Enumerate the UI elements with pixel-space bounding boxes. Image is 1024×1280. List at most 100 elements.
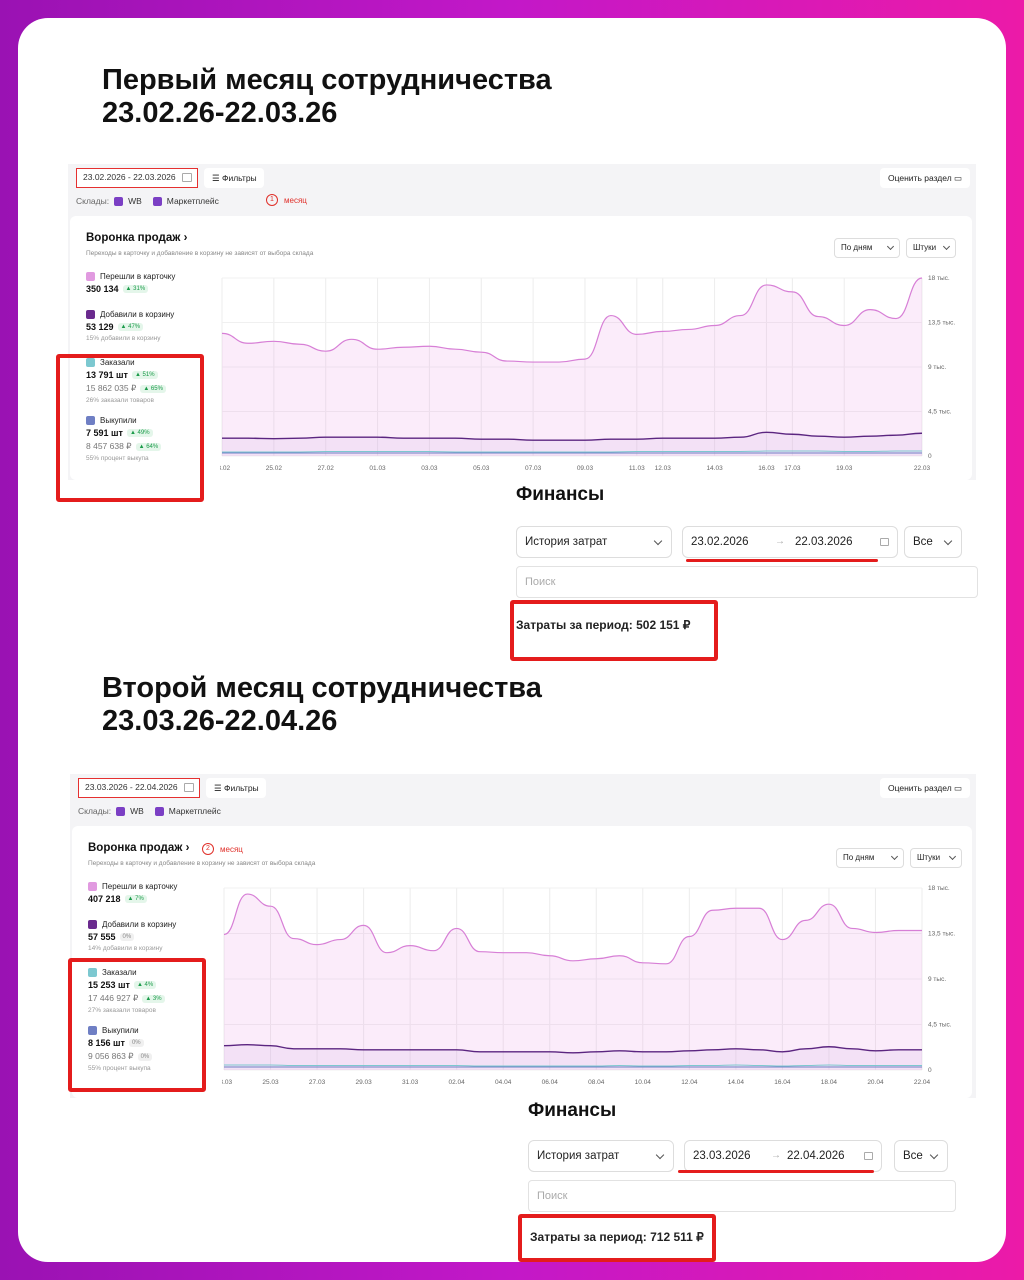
month2-search-input[interactable]: Поиск [528, 1180, 956, 1212]
month2-warehouses-label: Склады: [78, 806, 112, 816]
x-tick-label: 17.03 [784, 465, 801, 472]
month1-finance-range[interactable]: 23.02.2026 → 22.03.2026 [682, 526, 898, 558]
all-label: Все [903, 1150, 923, 1162]
month2-units-select[interactable]: Штуки [910, 848, 962, 868]
y-tick-label: 18 тыс. [928, 275, 950, 282]
checkbox-buyouts[interactable] [88, 1026, 97, 1035]
y-tick-label: 13,5 тыс. [928, 320, 955, 327]
series-area-1 [224, 1044, 922, 1070]
month1-by-days-select[interactable]: По дням [834, 238, 900, 258]
funnel-chart-svg: 23.02 25.02 27.02 01.03 03.03 05.03 07.03 09.03… [220, 275, 955, 472]
chevron-down-icon [886, 242, 895, 251]
x-tick-label: 16.04 [774, 1079, 791, 1086]
all-label: Все [913, 536, 933, 548]
month2-by-days-select[interactable]: По дням [836, 848, 904, 868]
month2-history-select[interactable]: История затрат [528, 1140, 674, 1172]
x-tick-label: 20.04 [867, 1079, 884, 1086]
calendar-icon [864, 1152, 873, 1160]
series-area-0 [222, 278, 922, 456]
checkbox-cart[interactable] [86, 310, 95, 319]
x-tick-label: 31.03 [402, 1079, 419, 1086]
calendar-icon [880, 538, 889, 546]
month1-funnel-title[interactable]: Воронка продаж › [86, 232, 188, 244]
checkbox-marketplace[interactable] [152, 196, 162, 206]
x-tick-label: 23.02 [220, 465, 231, 472]
series-line-0 [221, 277, 923, 363]
range-to: 22.03.2026 [795, 536, 853, 548]
month1-units-select[interactable]: Штуки [906, 238, 956, 258]
month1-finance: Финансы История затрат 23.02.2026 → 22.0… [512, 480, 978, 660]
month2-all-select[interactable]: Все [894, 1140, 948, 1172]
y-tick-label: 9 тыс. [928, 976, 946, 983]
history-label: История затрат [537, 1150, 620, 1162]
annotation-number: 2 [202, 843, 214, 855]
comment-icon: ▭ [954, 173, 963, 183]
y-tick-label: 9 тыс. [928, 364, 946, 371]
month1-rate-label: Оценить раздел [888, 173, 952, 183]
month2-funnel-panel: Воронка продаж › 2 месяц Переходы в карт… [72, 826, 972, 1098]
month1-search-input[interactable]: Поиск [516, 566, 978, 598]
checkbox-orders[interactable] [86, 358, 95, 367]
y-tick-label: 4,5 тыс. [928, 409, 952, 416]
metric-buyouts: Выкупили 7 591 шт ▲ 49% 8 457 638 ₽ ▲ 64% … [86, 416, 206, 462]
month2-range-underline [678, 1170, 874, 1173]
x-tick-label: 03.03 [421, 465, 438, 472]
month1-history-select[interactable]: История затрат [516, 526, 672, 558]
by-days-label: По дням [843, 853, 875, 862]
month2-filters-button[interactable]: ☰ Фильтры [206, 778, 266, 798]
month1-funnel-subtitle: Переходы в карточку и добавление в корзи… [86, 250, 314, 257]
filter-icon: ☰ [214, 783, 222, 793]
chevron-down-icon [943, 536, 953, 546]
y-tick-label: 0 [928, 453, 932, 460]
x-tick-label: 06.04 [542, 1079, 559, 1086]
series-line-0 [223, 893, 922, 965]
checkbox-wb[interactable] [114, 196, 124, 206]
by-days-label: По дням [841, 243, 873, 252]
marketplace-label: Маркетплейс [166, 196, 219, 206]
checkbox-cards[interactable] [88, 882, 97, 891]
month1-date-range[interactable]: 23.02.2026 - 22.03.2026 [76, 168, 198, 188]
metric-cards: Перешли в карточку 350 134 ▲ 31% [86, 272, 176, 294]
month2-rate-button[interactable]: Оценить раздел ▭ [880, 778, 970, 798]
month1-all-select[interactable]: Все [904, 526, 962, 558]
wb-label: WB [130, 806, 144, 816]
month1-heading: Первый месяц сотрудничества 23.02.26-22.… [102, 64, 552, 130]
checkbox-orders[interactable] [88, 968, 97, 977]
month2-funnel-title[interactable]: Воронка продаж › [88, 842, 190, 854]
metric-cards: Перешли в карточку 407 218 ▲ 7% [88, 882, 178, 904]
month2-topbar: 23.03.2026 - 22.04.2026 ☰ Фильтры Оценит… [70, 774, 976, 804]
calendar-icon [184, 783, 194, 792]
month2-date-range[interactable]: 23.03.2026 - 22.04.2026 [78, 778, 200, 798]
month1-rate-button[interactable]: Оценить раздел ▭ [880, 168, 970, 188]
checkbox-cards[interactable] [86, 272, 95, 281]
checkbox-wb[interactable] [116, 806, 126, 816]
annotation-number: 1 [266, 194, 278, 206]
x-tick-label: 19.03 [836, 465, 853, 472]
series-line-1 [223, 1044, 922, 1054]
series-line-2 [223, 1064, 922, 1067]
arrow-right-icon: → [771, 1150, 781, 1161]
range-from: 23.03.2026 [693, 1150, 751, 1162]
calendar-icon [182, 173, 192, 182]
x-tick-label: 22.03 [914, 465, 931, 472]
checkbox-buyouts[interactable] [86, 416, 95, 425]
x-tick-label: 04.04 [495, 1079, 512, 1086]
checkbox-cart[interactable] [88, 920, 97, 929]
month1-highlight-metrics [56, 354, 204, 502]
month1-screenshot: 23.02.2026 - 22.03.2026 ☰ Фильтры Оценит… [68, 164, 976, 480]
series-line-2 [222, 450, 922, 453]
x-tick-label: 12.04 [681, 1079, 698, 1086]
checkbox-marketplace[interactable] [154, 806, 164, 816]
month2-date-range-text: 23.03.2026 - 22.04.2026 [85, 782, 178, 792]
month2-cost-total: Затраты за период: 712 511 ₽ [530, 1230, 704, 1244]
month1-filters-button[interactable]: ☰ Фильтры [204, 168, 264, 188]
month1-annotation: 1 месяц [266, 194, 307, 206]
month1-heading-line1: Первый месяц сотрудничества [102, 64, 552, 96]
month2-finance-range[interactable]: 23.03.2026 → 22.04.2026 [684, 1140, 882, 1172]
chevron-down-icon [653, 536, 663, 546]
filter-icon: ☰ [212, 173, 220, 183]
units-label: Штуки [917, 853, 941, 862]
month2-heading-line2: 23.03.26-22.04.26 [102, 705, 338, 737]
month2-warehouses: Склады: WB Маркетплейс [78, 806, 227, 816]
month1-topbar: 23.02.2026 - 22.03.2026 ☰ Фильтры Оценит… [68, 164, 976, 194]
